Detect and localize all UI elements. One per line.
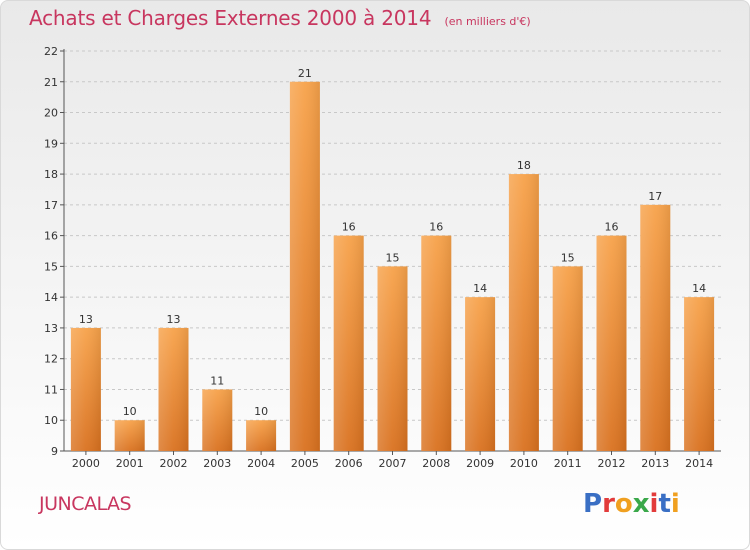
x-tick-label: 2000 [72, 457, 100, 470]
y-tick-label: 17 [44, 199, 58, 212]
bar-value-label: 14 [473, 282, 487, 295]
bar-shine [333, 235, 364, 451]
x-tick-label: 2009 [466, 457, 494, 470]
bar-shine [289, 81, 320, 452]
y-tick-label: 12 [44, 353, 58, 366]
x-tick-label: 2014 [685, 457, 713, 470]
bar-shine [70, 327, 101, 451]
bar-shine [640, 204, 671, 451]
labels: 9 10 11 12 13 14 15 16 17 18 19 20 21 22 13 2000 10 2001 1… [44, 45, 713, 470]
chart-subtitle: (en milliers d'€) [444, 15, 531, 28]
bar-value-label: 15 [386, 251, 400, 264]
logo-letter: i [649, 489, 659, 519]
logo-letter: i [670, 489, 680, 519]
bar-shine [552, 266, 583, 451]
x-tick-label: 2001 [116, 457, 144, 470]
chart-title: Achats et Charges Externes 2000 à 2014 [29, 6, 432, 30]
bar-value-label: 18 [517, 159, 531, 172]
y-tick-label: 19 [44, 137, 58, 150]
y-tick-label: 20 [44, 107, 58, 120]
bar-shine [421, 235, 452, 451]
x-tick-label: 2002 [160, 457, 188, 470]
y-tick-label: 18 [44, 168, 58, 181]
bar-value-label: 10 [123, 405, 137, 418]
bar-value-label: 11 [210, 374, 224, 387]
bar-value-label: 17 [648, 190, 662, 203]
bar-shine [684, 297, 715, 451]
bar-shine [596, 235, 627, 451]
y-tick-label: 15 [44, 260, 58, 273]
x-tick-label: 2012 [598, 457, 626, 470]
x-tick-label: 2004 [247, 457, 275, 470]
title-row: Achats et Charges Externes 2000 à 2014 (… [29, 6, 531, 30]
x-tick-label: 2003 [203, 457, 231, 470]
bar-shine [114, 420, 145, 451]
x-tick-label: 2010 [510, 457, 538, 470]
y-tick-label: 14 [44, 291, 58, 304]
bar-value-label: 13 [79, 313, 93, 326]
bar-shine [377, 266, 408, 451]
bar-shine [246, 420, 277, 451]
logo-letter: x [632, 489, 650, 519]
bars [70, 81, 715, 452]
x-tick-label: 2006 [335, 457, 363, 470]
bar-shine [465, 297, 496, 451]
bar-value-label: 16 [342, 221, 356, 234]
logo-letter: t [658, 489, 671, 519]
bar-shine [508, 174, 539, 452]
proxiti-logo[interactable]: Proxiti [583, 489, 680, 519]
logo-letter: o [614, 489, 633, 519]
x-tick-label: 2011 [554, 457, 582, 470]
logo-letter: P [583, 489, 603, 519]
logo-letter: r [602, 489, 615, 519]
bar-value-label: 13 [167, 313, 181, 326]
x-tick-label: 2005 [291, 457, 319, 470]
y-tick-label: 21 [44, 76, 58, 89]
bar-value-label: 10 [254, 405, 268, 418]
bar-shine [158, 327, 189, 451]
y-tick-label: 9 [51, 445, 58, 458]
bar-value-label: 14 [692, 282, 706, 295]
bar-value-label: 15 [561, 251, 575, 264]
y-tick-label: 11 [44, 383, 58, 396]
bar-value-label: 16 [605, 221, 619, 234]
y-tick-label: 13 [44, 322, 58, 335]
x-tick-label: 2013 [641, 457, 669, 470]
y-tick-label: 22 [44, 45, 58, 58]
y-tick-label: 16 [44, 230, 58, 243]
x-tick-label: 2008 [422, 457, 450, 470]
bar-value-label: 21 [298, 67, 312, 80]
location-label: JUNCALAS [39, 493, 132, 515]
x-tick-label: 2007 [379, 457, 407, 470]
bar-shine [202, 389, 233, 451]
bar-value-label: 16 [429, 221, 443, 234]
y-tick-label: 10 [44, 414, 58, 427]
